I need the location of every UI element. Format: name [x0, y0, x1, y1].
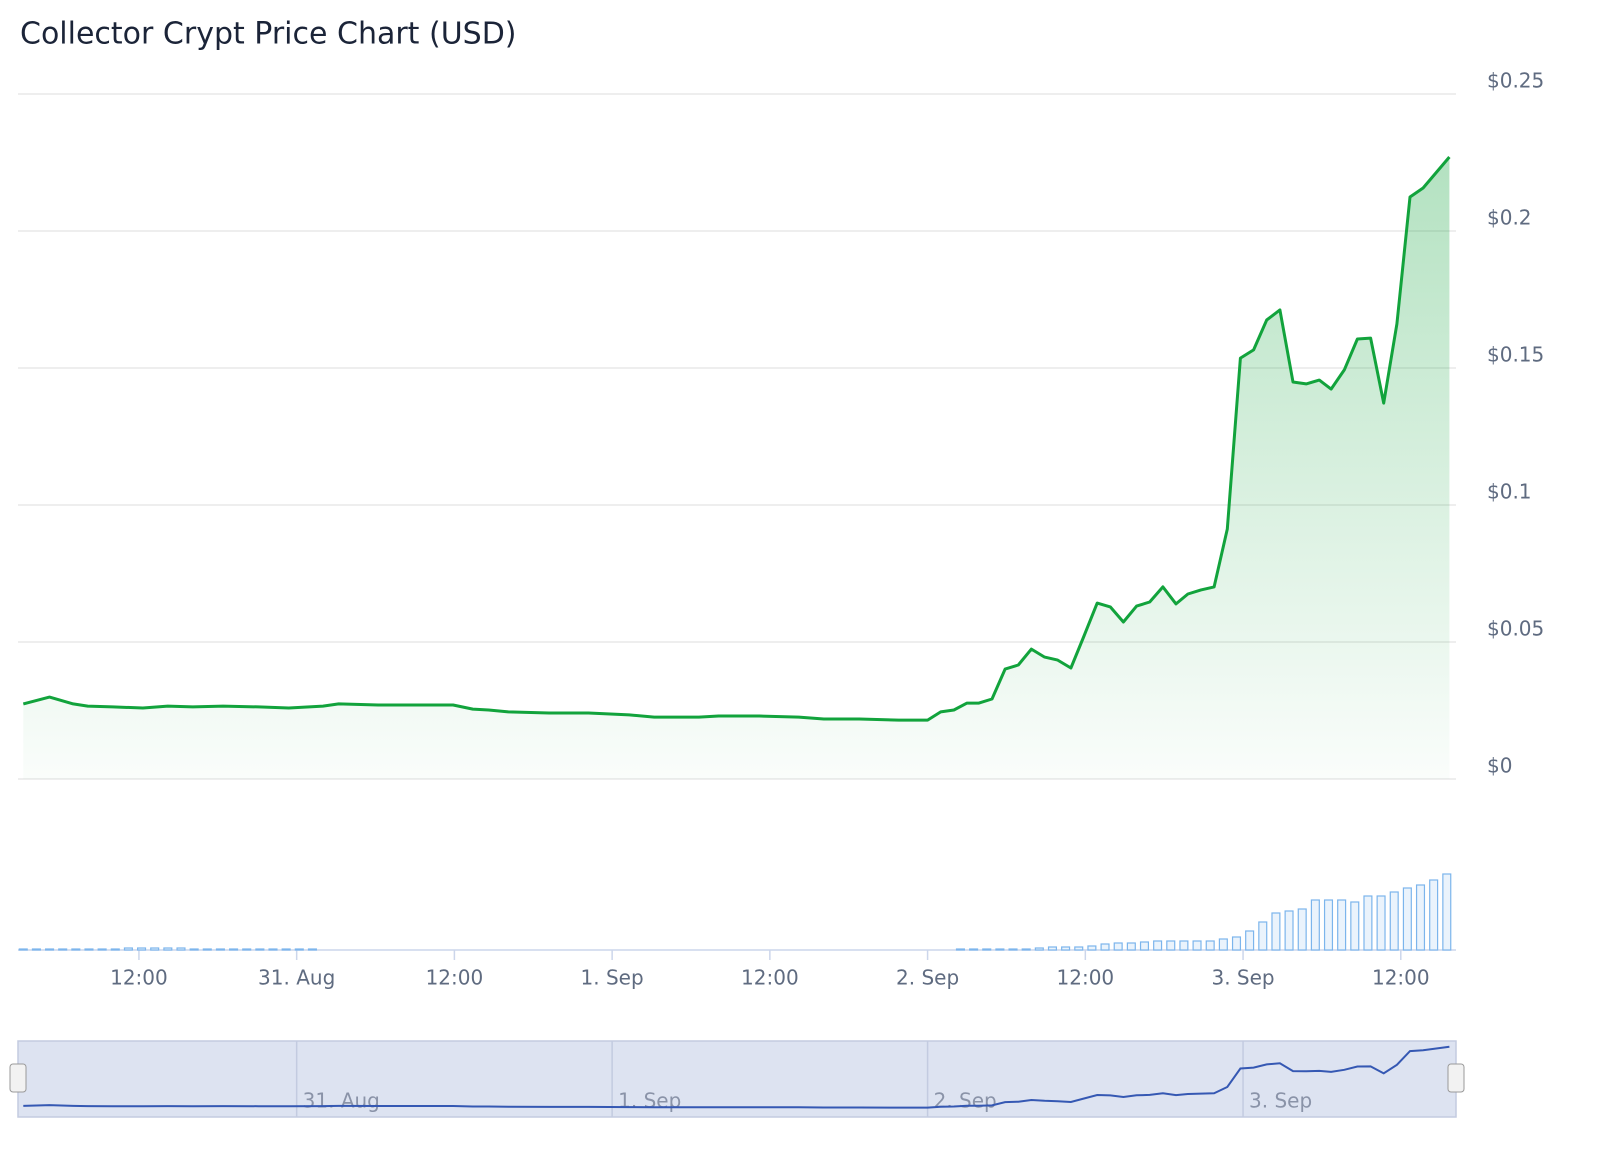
volume-bar — [1166, 940, 1176, 951]
volume-bar — [58, 948, 68, 951]
volume-bar — [1231, 936, 1242, 951]
price-line — [22, 156, 1451, 722]
volume-bar — [1021, 948, 1031, 951]
volume-bar — [255, 948, 265, 951]
volume-bar — [1061, 946, 1071, 951]
volume-bar — [1337, 899, 1347, 951]
volume-bar — [969, 948, 979, 951]
x-tick-label: 12:00 — [1372, 966, 1430, 990]
area-fill — [23, 157, 1450, 779]
volume-bar — [1284, 910, 1294, 951]
volume-bar — [150, 947, 160, 951]
volume-bar — [137, 947, 147, 951]
x-tick-label: 12:00 — [741, 966, 799, 990]
volume-bar — [202, 948, 212, 951]
volume-bar — [1179, 940, 1189, 951]
volume-bar — [307, 948, 317, 951]
volume-bar — [294, 948, 304, 951]
volume-bar — [1310, 899, 1320, 951]
volume-bar — [1100, 943, 1110, 951]
volume-bar — [1126, 942, 1136, 951]
plot-area: $0 $0.05 $0.1 $0.15 $0.2 $0.25 12:00 31. Aug 12:… — [18, 69, 1544, 990]
y-tick-label: $0.1 — [1487, 480, 1532, 504]
volume-bar — [955, 948, 965, 951]
volume-bar — [1245, 930, 1255, 951]
volume-bar — [1192, 940, 1202, 951]
navigator-label: 3. Sep — [1249, 1089, 1312, 1113]
x-tick-label: 31. Aug — [258, 966, 335, 990]
x-tick-label: 3. Sep — [1211, 966, 1274, 990]
x-tick-label: 1. Sep — [581, 966, 644, 990]
volume-bar — [229, 948, 239, 951]
volume-bar — [123, 947, 133, 951]
volume-bar — [982, 948, 992, 951]
volume-bar — [189, 948, 199, 951]
volume-bar — [215, 948, 225, 951]
volume-bar — [1087, 945, 1097, 951]
volume-bar — [1034, 947, 1044, 951]
navigator-label: 1. Sep — [618, 1089, 681, 1113]
volume-bar — [1442, 873, 1452, 951]
volume-bar — [18, 948, 28, 951]
navigator-content: 31. Aug 1. Sep 2. Sep 3. Sep — [23, 1041, 1450, 1117]
x-tick-label: 12:00 — [426, 966, 484, 990]
volume-bar — [1297, 908, 1307, 951]
volume-bar — [1047, 946, 1058, 951]
volume-bar — [1205, 940, 1215, 951]
navigator-handle[interactable] — [9, 1063, 27, 1093]
volume-bar — [1350, 901, 1360, 951]
x-tick-label: 12:00 — [110, 966, 168, 990]
volume-bar — [281, 948, 291, 951]
navigator-handle[interactable] — [1447, 1063, 1465, 1093]
volume-bar — [45, 948, 55, 951]
volume-bar — [242, 948, 252, 951]
navigator-label: 31. Aug — [303, 1089, 380, 1113]
volume-bar — [31, 948, 41, 951]
volume-bar — [71, 948, 81, 951]
volume-bar — [1218, 938, 1228, 951]
y-tick-label: $0 — [1487, 754, 1512, 778]
volume-bar — [1008, 948, 1018, 951]
x-tick-label: 12:00 — [1057, 966, 1115, 990]
volume-bar — [110, 948, 120, 951]
volume-bar — [1363, 895, 1373, 951]
navigator-line — [23, 1045, 1450, 1109]
y-tick-label: $0.2 — [1487, 206, 1532, 230]
volume-bar — [1271, 912, 1281, 951]
volume-bar — [176, 947, 186, 951]
chart-title: Collector Crypt Price Chart (USD) — [20, 17, 517, 52]
volume-bar — [268, 948, 278, 951]
y-tick-label: $0.15 — [1487, 343, 1544, 367]
volume-bar — [1139, 941, 1150, 951]
volume-bar — [1415, 884, 1426, 951]
volume-bar — [1153, 940, 1163, 951]
volume-bar — [1113, 942, 1123, 951]
x-tick-label: 2. Sep — [896, 966, 959, 990]
volume-bar — [1389, 891, 1399, 951]
navigator-label: 2. Sep — [934, 1089, 997, 1113]
volume-bar — [163, 947, 173, 951]
volume-bar — [1376, 895, 1386, 951]
y-tick-label: $0.25 — [1487, 69, 1544, 93]
volume-bar — [1323, 899, 1334, 951]
volume-bar — [1258, 921, 1268, 951]
volume-bar — [995, 948, 1005, 951]
volume-bar — [1429, 879, 1439, 951]
volume-bar — [1074, 946, 1084, 951]
navigator — [17, 1040, 1457, 1118]
volume-bar — [84, 948, 94, 951]
volume-bar — [97, 948, 107, 951]
y-tick-label: $0.05 — [1487, 617, 1544, 641]
volume-bar — [1402, 887, 1412, 951]
